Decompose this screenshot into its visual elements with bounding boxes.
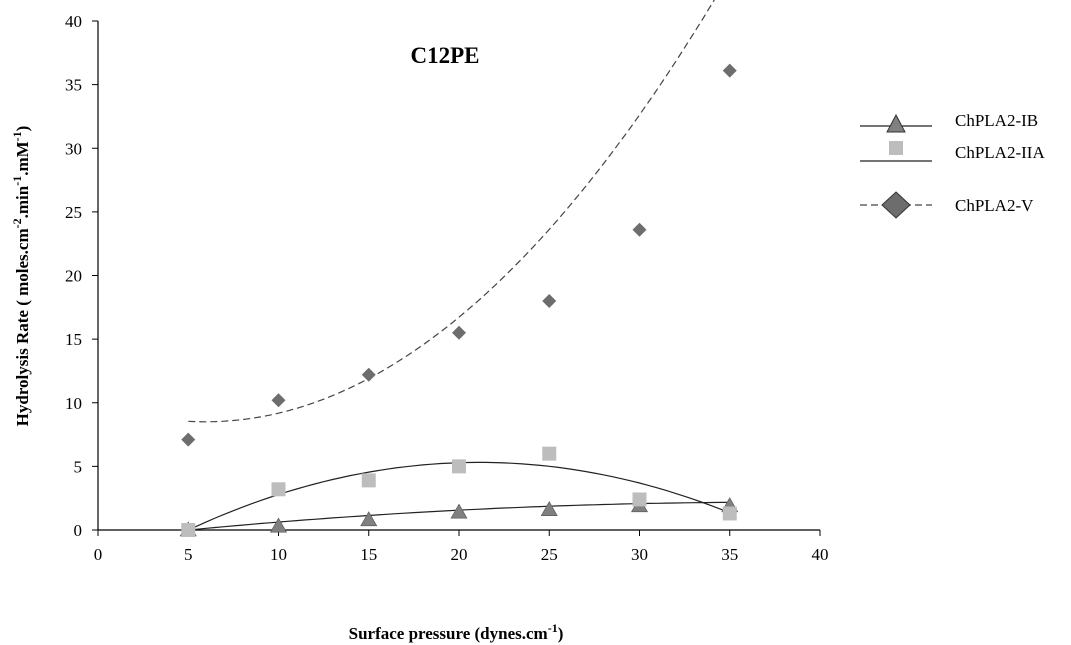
y-tick-label: 35 <box>65 76 82 95</box>
y-tick-label: 5 <box>74 457 83 476</box>
legend-label: ChPLA2-IIA <box>955 143 1045 162</box>
fit-line-3 <box>188 0 715 423</box>
data-point-series-3 <box>181 432 196 447</box>
data-point-series-2 <box>452 459 466 474</box>
legend-marker <box>881 191 911 219</box>
x-tick-label: 20 <box>451 545 468 564</box>
data-point-series-1 <box>360 511 378 527</box>
data-point-series-3 <box>722 63 737 78</box>
chart-title: C12PE <box>411 43 480 68</box>
legend-label: ChPLA2-IB <box>955 111 1038 130</box>
data-points <box>179 63 739 537</box>
x-tick-label: 35 <box>721 545 738 564</box>
y-tick-label: 10 <box>65 394 82 413</box>
x-tick-label: 0 <box>94 545 103 564</box>
y-tick-label: 25 <box>65 203 82 222</box>
data-point-series-3 <box>271 393 286 408</box>
data-point-series-2 <box>632 492 647 507</box>
data-point-series-3 <box>542 293 557 308</box>
legend-label: ChPLA2-V <box>955 196 1034 215</box>
data-point-series-2 <box>722 506 737 521</box>
data-point-series-1 <box>450 503 468 519</box>
x-tick-label: 40 <box>812 545 829 564</box>
data-point-series-1 <box>269 517 288 533</box>
x-tick-label: 5 <box>184 545 193 564</box>
y-tick-label: 15 <box>65 330 82 349</box>
x-axis-label: Surface pressure (dynes.cm-1) <box>349 621 564 643</box>
data-point-series-2 <box>542 446 557 461</box>
data-point-series-2 <box>181 523 196 537</box>
y-axis-label: Hydrolysis Rate ( moles.cm-2.min-1.mM-1) <box>10 126 32 427</box>
y-tick-label: 20 <box>65 267 82 286</box>
x-tick-label: 25 <box>541 545 558 564</box>
data-point-series-3 <box>452 325 466 340</box>
y-tick-label: 30 <box>65 139 82 158</box>
axes: 0 5 10 15 20 25 30 35 40 0 5 10 15 20 25 30 35 40 <box>65 12 829 564</box>
data-point-series-3 <box>361 367 376 382</box>
data-point-series-3 <box>632 222 647 237</box>
legend-marker <box>886 113 906 133</box>
data-point-series-2 <box>361 473 376 488</box>
y-tick-label: 40 <box>65 12 82 31</box>
y-tick-label: 0 <box>74 521 83 540</box>
legend: ChPLA2-IB ChPLA2-IIA ChPLA2-V <box>860 111 1045 219</box>
x-tick-label: 30 <box>631 545 648 564</box>
x-tick-label: 10 <box>270 545 287 564</box>
x-tick-label: 15 <box>360 545 377 564</box>
legend-marker <box>889 141 903 155</box>
fit-lines <box>188 0 731 531</box>
data-point-series-2 <box>271 482 286 497</box>
data-point-series-1 <box>540 501 558 516</box>
